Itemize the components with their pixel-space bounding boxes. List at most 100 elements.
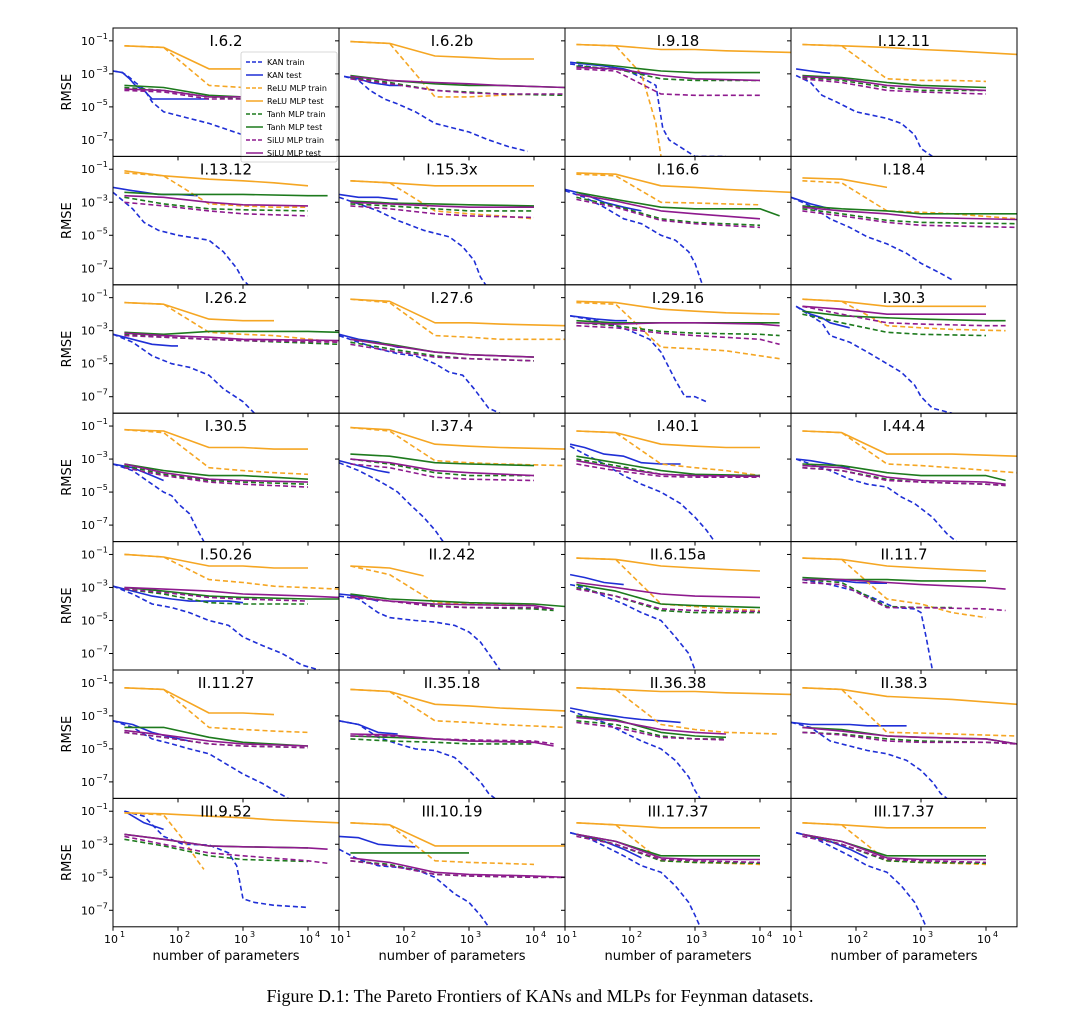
x-tick-label: 10 [977, 933, 991, 946]
y-tick-exponent: −3 [96, 65, 108, 74]
y-tick-label: 10 [81, 292, 95, 305]
series-line-silu-mlp-test [350, 75, 565, 89]
legend-label-relu-mlp-train: ReLU MLP train [267, 84, 327, 93]
subplot-i-27-6: I.27.6 [335, 284, 566, 418]
y-tick-exponent: −5 [96, 483, 108, 492]
y-tick-label: 10 [81, 391, 95, 404]
series-line-silu-mlp-train [124, 466, 309, 488]
y-tick-label: 10 [81, 68, 95, 81]
series-line-kan-test [339, 720, 398, 735]
series-line-silu-mlp-test [576, 66, 761, 82]
series-line-kan-train [795, 831, 927, 927]
figure-caption: Figure D.1: The Pareto Frontiers of KANs… [266, 986, 814, 1006]
x-axis-label: number of parameters [605, 949, 752, 964]
series-line-tanh-mlp-test [576, 191, 780, 217]
series-line-silu-mlp-test [576, 581, 761, 599]
y-tick-label: 10 [81, 904, 95, 917]
series-line-silu-mlp-test [350, 857, 565, 879]
subplot-title: I.9.18 [657, 32, 700, 50]
subplot-i-16-6: I.16.6 [561, 155, 792, 289]
legend-label-kan-train: KAN train [267, 58, 305, 67]
y-tick-exponent: −5 [96, 868, 108, 877]
subplot-ii-11-7: II.11.7 [787, 541, 1018, 674]
series-line-silu-mlp-train [350, 205, 535, 219]
y-tick-label: 10 [81, 325, 95, 338]
legend-frame [240, 51, 338, 163]
y-tick-exponent: −5 [96, 355, 108, 364]
y-tick-exponent: −5 [96, 98, 108, 107]
series-line-kan-test [569, 707, 681, 724]
y-tick-exponent: −1 [96, 802, 108, 811]
series-line-silu-mlp-train [576, 588, 761, 613]
series-line-relu-mlp-test [802, 687, 1017, 706]
x-tick-exponent: 2 [411, 930, 416, 939]
series-line-kan-train [339, 595, 501, 670]
series-lines [569, 557, 761, 670]
x-tick-exponent: 3 [250, 930, 255, 939]
subplot-title: I.50.26 [200, 546, 252, 564]
series-line-silu-mlp-test [576, 716, 727, 735]
subplot-i-37-4: I.37.4 [335, 412, 566, 546]
y-tick-exponent: −7 [96, 901, 108, 910]
series-line-kan-train [339, 720, 496, 799]
series-line-silu-mlp-test [124, 463, 309, 483]
series-line-relu-mlp-train [576, 301, 780, 360]
y-tick-exponent: −7 [96, 773, 108, 782]
y-tick-label: 10 [81, 35, 95, 48]
subplot-title: II.2.42 [428, 546, 475, 564]
x-tick-label: 10 [169, 933, 183, 946]
legend: KAN train KAN test ReLU MLP train ReLU MLP … [240, 51, 338, 163]
y-tick-exponent: −1 [96, 674, 108, 683]
legend-label-relu-mlp-test: ReLU MLP test [267, 97, 324, 106]
y-tick-exponent: −1 [96, 32, 108, 41]
series-line-relu-mlp-test [350, 40, 534, 60]
legend-label-silu-mlp-train: SiLU MLP train [267, 136, 324, 145]
x-tick-label: 10 [912, 933, 926, 946]
y-tick-label: 10 [81, 420, 95, 433]
series-lines [569, 822, 761, 927]
series-line-tanh-mlp-train [576, 586, 760, 614]
subplot-title: I.6.2b [431, 32, 474, 50]
series-line-relu-mlp-train [350, 688, 565, 729]
series-lines [343, 40, 565, 153]
y-tick-exponent: −1 [96, 545, 108, 554]
series-line-kan-train [113, 191, 249, 285]
y-axis-label: RMSE [60, 587, 75, 624]
subplot-title: II.11.7 [880, 546, 927, 564]
series-line-relu-mlp-test [350, 298, 565, 327]
subplot-title: I.40.1 [657, 417, 700, 435]
subplot-i-6-2b: I.6.2b [335, 27, 566, 161]
y-tick-exponent: −7 [96, 131, 108, 140]
y-tick-label: 10 [81, 614, 95, 627]
legend-label-silu-mlp-test: SiLU MLP test [267, 149, 321, 158]
x-axis-label: number of parameters [379, 949, 526, 964]
series-line-tanh-mlp-train [124, 838, 309, 863]
series-line-tanh-mlp-train [802, 313, 987, 337]
series-line-kan-train [569, 63, 726, 157]
subplot-title: I.44.4 [883, 417, 926, 435]
subplot-title: I.6.2 [209, 32, 242, 50]
series-lines [339, 426, 565, 542]
subplot-i-44-4: I.44.4 [787, 412, 1018, 546]
y-tick-label: 10 [81, 871, 95, 884]
series-line-kan-test [791, 721, 907, 727]
series-line-kan-test [339, 459, 390, 474]
series-line-silu-mlp-test [124, 586, 339, 599]
x-tick-exponent: 3 [702, 930, 707, 939]
series-line-relu-mlp-test [802, 43, 1017, 56]
series-line-kan-train [339, 848, 490, 927]
series-line-relu-mlp-train [802, 43, 987, 83]
y-tick-label: 10 [81, 710, 95, 723]
y-tick-label: 10 [81, 262, 95, 275]
y-tick-exponent: −1 [96, 160, 108, 169]
series-line-silu-mlp-test [576, 322, 780, 327]
y-tick-label: 10 [81, 134, 95, 147]
y-tick-label: 10 [81, 486, 95, 499]
series-line-relu-mlp-test [350, 565, 424, 577]
series-line-tanh-mlp-train [576, 322, 780, 337]
subplot-ii-38-3: II.38.3 [787, 669, 1018, 803]
series-line-silu-mlp-train [124, 731, 309, 749]
y-tick-label: 10 [81, 229, 95, 242]
y-tick-exponent: −3 [96, 578, 108, 587]
series-line-silu-mlp-train [576, 68, 760, 97]
